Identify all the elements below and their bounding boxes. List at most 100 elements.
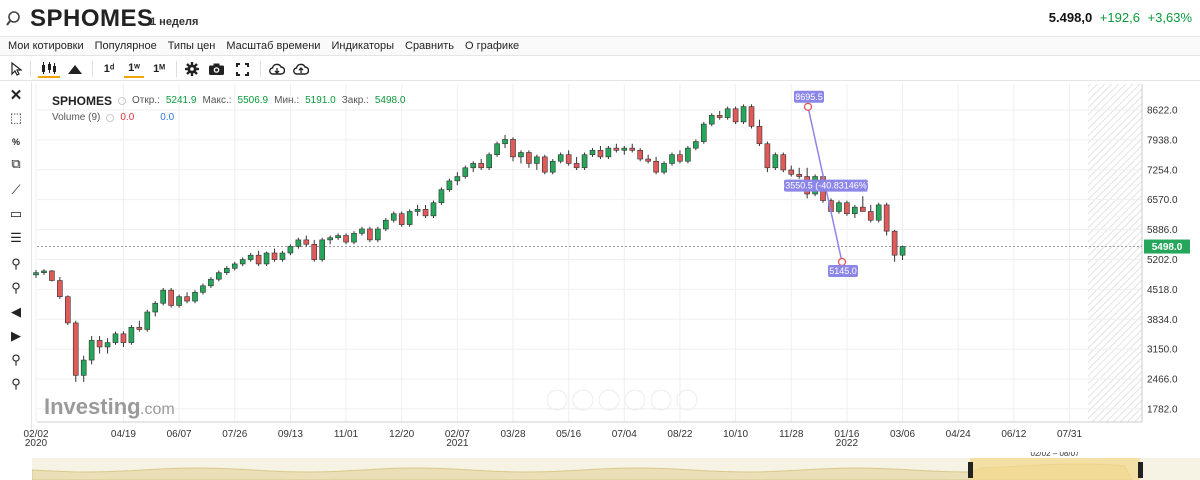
candle — [565, 154, 572, 164]
candle — [279, 252, 286, 260]
scroll-control[interactable] — [572, 389, 594, 411]
candle — [534, 156, 540, 164]
cloud-download-icon[interactable] — [268, 60, 286, 78]
candle — [867, 211, 874, 221]
gear-icon[interactable] — [184, 60, 200, 78]
horizontal-lines-icon[interactable]: ☰ — [10, 230, 22, 245]
x-tick-label: 06/07 — [167, 429, 192, 440]
candle — [359, 228, 365, 234]
menu-my-quotes[interactable]: Мои котировки — [8, 40, 84, 52]
close-icon[interactable]: ✕ — [9, 87, 23, 104]
menu-popular[interactable]: Популярное — [94, 40, 157, 52]
navigator-range-label: 02/02 – 08/07 — [1031, 452, 1080, 458]
x-tick-label: 08/22 — [667, 429, 692, 440]
scroll-control[interactable] — [676, 389, 698, 411]
cursor-icon[interactable] — [8, 60, 24, 78]
candle — [708, 115, 715, 125]
candle — [852, 206, 858, 214]
candle — [104, 342, 111, 348]
watermark-suffix: .com — [140, 401, 175, 418]
navigator-left-handle[interactable] — [968, 462, 973, 478]
candles-icon[interactable] — [38, 60, 60, 78]
mountain-icon[interactable] — [66, 60, 84, 78]
legend-eye-icon[interactable] — [118, 96, 127, 105]
measure-end-handle[interactable] — [837, 257, 847, 267]
zoom-in-icon[interactable]: ⚲ — [11, 256, 21, 271]
candle — [112, 333, 119, 343]
scroll-control[interactable] — [650, 389, 672, 411]
interval-month-button[interactable]: 1ᴹ — [153, 63, 165, 75]
menu-about-chart[interactable]: О графике — [465, 40, 520, 52]
candle — [557, 154, 564, 162]
measure-end-label-bg — [828, 264, 858, 277]
legend-open: 5241.9 — [165, 95, 197, 106]
fullscreen-icon[interactable] — [234, 60, 250, 78]
scroll-control[interactable] — [598, 389, 620, 411]
candle — [891, 230, 898, 256]
navigator-area — [32, 463, 1133, 480]
price-chart[interactable]: 8622.0 7938.0 7254.0 6570.0 5886.0 5202.0 4518… — [0, 80, 1200, 452]
y-tick-label: 1782.0 — [1147, 404, 1178, 415]
candle — [494, 143, 500, 155]
x-tick-label: 12/20 — [389, 429, 414, 440]
candle — [780, 154, 787, 171]
menu-time-scale[interactable]: Масштаб времени — [226, 40, 321, 52]
candle — [224, 267, 230, 273]
candle — [208, 278, 214, 287]
select-tool-icon[interactable]: ⬚ — [9, 110, 23, 125]
candle — [438, 189, 445, 204]
candle — [422, 209, 429, 217]
candle — [57, 280, 63, 298]
scroll-control[interactable] — [624, 389, 646, 411]
menu-compare[interactable]: Сравнить — [405, 40, 455, 52]
search-icon[interactable] — [6, 9, 24, 27]
scroll-left-icon[interactable]: ◀ — [11, 304, 21, 319]
candle — [764, 143, 771, 169]
y-tick-label: 2466.0 — [1147, 375, 1178, 386]
camera-icon[interactable] — [208, 60, 224, 78]
zoom-out-icon[interactable]: ⚲ — [11, 280, 21, 295]
interval-week-button[interactable]: 1ʷ — [124, 60, 144, 78]
navigator-right-handle[interactable] — [1138, 462, 1143, 478]
reset-zoom-icon[interactable]: ⚲ — [11, 376, 21, 391]
y-tick-label: 6570.0 — [1147, 195, 1178, 206]
y-tick-label: 7254.0 — [1147, 165, 1178, 176]
copy-tool-icon[interactable]: ⧉ — [11, 156, 21, 171]
candle — [446, 180, 453, 190]
trendline-tool-icon[interactable]: ⟋ — [11, 182, 21, 197]
legend-high: 5506.9 — [237, 95, 269, 106]
measure-start-handle[interactable] — [803, 102, 813, 111]
zoom-next-icon[interactable]: ⚲ — [11, 352, 21, 367]
menu-indicators[interactable]: Индикаторы — [331, 40, 394, 52]
candle — [176, 296, 182, 306]
rectangle-tool-icon[interactable]: ▭ — [9, 206, 23, 221]
candle — [685, 147, 691, 162]
x-tick-label: 02/07 — [445, 429, 470, 440]
legend-volume-b: 0.0 — [160, 112, 175, 123]
x-tick-label: 04/19 — [111, 429, 136, 440]
candle — [430, 202, 437, 217]
time-navigator[interactable]: 02/02 – 08/07 — [32, 452, 1200, 480]
last-quote: 5.498,0 +192,6 +3,63% — [1049, 10, 1192, 25]
candle — [740, 106, 747, 123]
legend-symbol: SPHOMES — [52, 93, 113, 108]
measure-start-label: 8695.5 — [795, 92, 823, 102]
price-change: +192,6 — [1099, 10, 1140, 25]
candle — [677, 154, 683, 162]
period-label: 1 неделя — [150, 16, 199, 28]
scroll-right-icon[interactable]: ▶ — [11, 328, 21, 343]
candle — [510, 139, 516, 158]
interval-day-button[interactable]: 1ᵈ — [103, 63, 115, 75]
fibonacci-tool-icon[interactable]: % — [11, 137, 20, 147]
legend-open-label: Откр.: — [132, 95, 160, 106]
x-tick-label: 04/24 — [946, 429, 971, 440]
legend-volume-eye-icon[interactable] — [106, 113, 115, 122]
navigator-selection[interactable] — [970, 458, 1140, 480]
menu-price-types[interactable]: Типы цен — [167, 40, 216, 52]
candle — [406, 211, 413, 225]
legend-close-label: Закр.: — [341, 95, 369, 106]
cloud-upload-icon[interactable] — [292, 60, 310, 78]
candle — [653, 160, 659, 173]
scroll-control[interactable] — [546, 389, 568, 411]
candle — [247, 254, 254, 260]
